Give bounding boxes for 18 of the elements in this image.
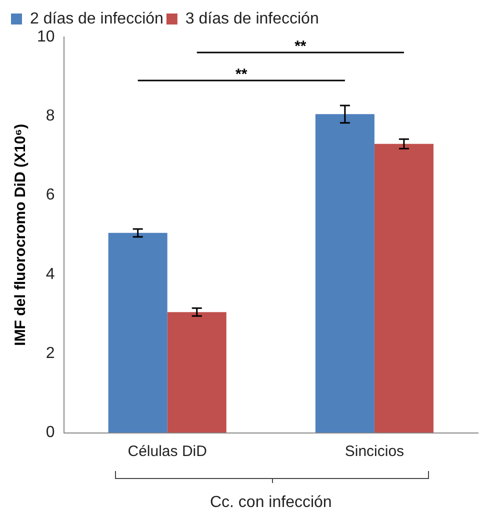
y-tick-label: 4 (46, 266, 55, 283)
bar (315, 114, 374, 433)
y-tick-label: 8 (46, 108, 55, 125)
bar (374, 144, 434, 433)
legend-label: 2 días de infección (30, 10, 164, 28)
y-tick-label: 2 (46, 345, 55, 362)
annotation: ** (294, 38, 306, 56)
bar (167, 312, 226, 433)
x-tick-label: Sincicios (344, 442, 404, 460)
legend-label: 3 días de infección (185, 10, 319, 28)
bar (108, 232, 168, 433)
y-tick-label: 0 (46, 424, 55, 442)
x-axis-title: Cc. con infección (210, 494, 332, 511)
y-axis-title: IMF del fluorocromo DiD (X10⁶) (12, 124, 30, 346)
x-tick-label: Células DiD (128, 442, 208, 460)
annotation: ** (236, 66, 248, 84)
y-tick-label: 6 (46, 186, 55, 204)
y-tick-label: 10 (37, 28, 55, 46)
